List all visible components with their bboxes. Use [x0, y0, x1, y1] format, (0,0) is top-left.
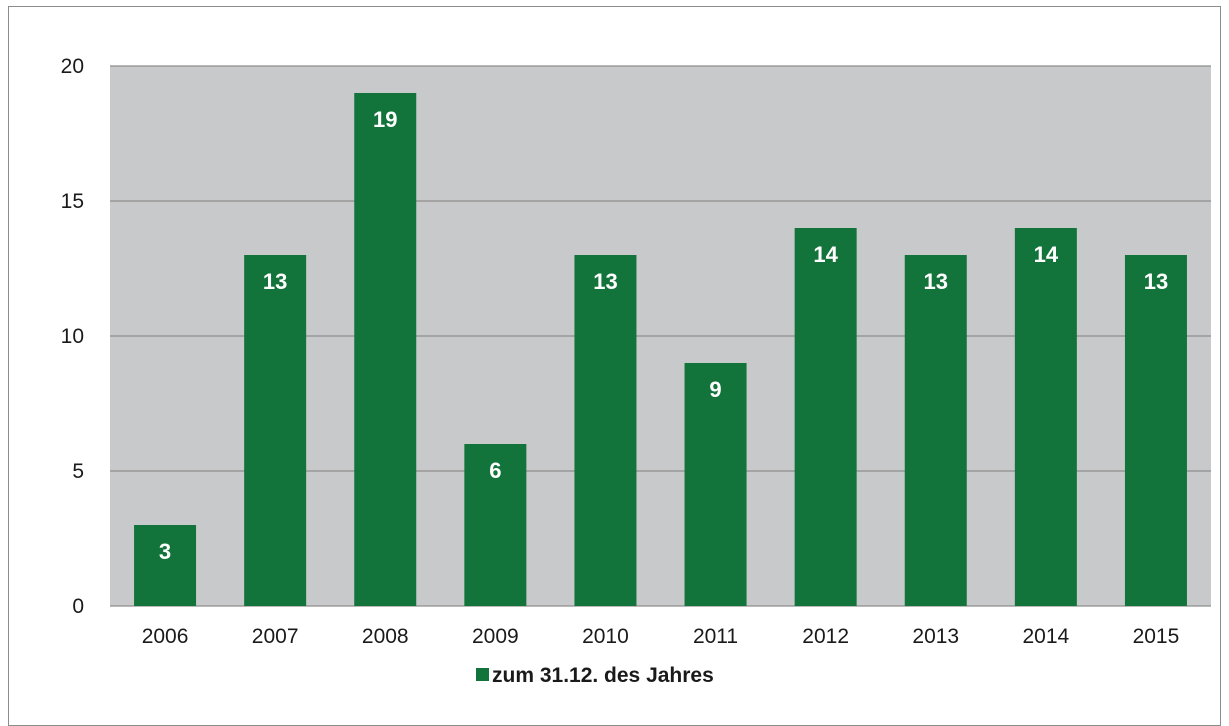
y-tick-label: 0: [72, 595, 84, 618]
x-tick-label: 2009: [472, 625, 519, 648]
x-axis-ticks: 2006 2007 2008 2009 2010 2011 2012 2013 2014 2015: [142, 625, 1180, 648]
bars: 3 13 19 6 13 9 14 13 14 13: [134, 93, 1187, 606]
bar-2009: [464, 444, 527, 606]
bar-2010: [574, 255, 637, 606]
x-tick-label: 2010: [582, 625, 629, 648]
y-tick-label: 10: [61, 325, 84, 348]
x-tick-label: 2007: [252, 625, 299, 648]
bar-2007: [244, 255, 307, 606]
data-label: 14: [813, 242, 838, 267]
legend-swatch: [476, 668, 489, 681]
x-tick-label: 2008: [362, 625, 409, 648]
y-axis-ticks: 0 5 10 15 20: [61, 55, 84, 618]
data-label: 9: [709, 377, 721, 402]
legend: zum 31.12. des Jahres: [476, 664, 714, 687]
bar-2013: [904, 255, 967, 606]
legend-label: zum 31.12. des Jahres: [492, 664, 714, 687]
y-tick-label: 20: [61, 55, 84, 78]
bar-2011: [684, 363, 747, 606]
x-tick-label: 2012: [802, 625, 849, 648]
bar-2014: [1014, 228, 1077, 606]
x-tick-label: 2015: [1133, 625, 1180, 648]
data-label: 13: [263, 269, 287, 294]
y-tick-label: 15: [61, 190, 84, 213]
x-tick-label: 2006: [142, 625, 189, 648]
y-tick-label: 5: [72, 460, 84, 483]
data-label: 13: [924, 269, 948, 294]
x-tick-label: 2011: [693, 625, 738, 648]
data-label: 19: [373, 107, 397, 132]
bar-2012: [794, 228, 857, 606]
bar-2006: [134, 525, 197, 606]
data-label: 13: [1144, 269, 1168, 294]
bar-2015: [1124, 255, 1187, 606]
data-label: 6: [489, 458, 501, 483]
x-tick-label: 2013: [912, 625, 959, 648]
data-label: 14: [1034, 242, 1059, 267]
data-label: 3: [159, 539, 171, 564]
bar-2008: [354, 93, 417, 606]
data-label: 13: [593, 269, 617, 294]
x-tick-label: 2014: [1022, 625, 1069, 648]
